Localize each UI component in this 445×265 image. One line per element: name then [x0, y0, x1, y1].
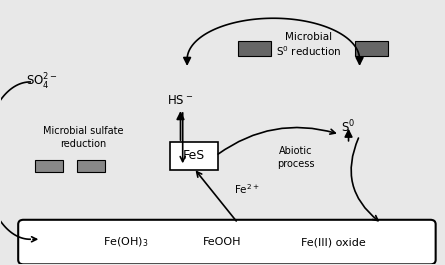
- Bar: [77, 160, 105, 172]
- Bar: [35, 160, 63, 172]
- Text: SO$_4^{2-}$: SO$_4^{2-}$: [26, 72, 57, 92]
- Text: HS$^-$: HS$^-$: [167, 94, 194, 107]
- Text: reduction: reduction: [60, 139, 106, 149]
- Text: Fe(OH)$_3$: Fe(OH)$_3$: [102, 236, 148, 249]
- Text: FeS: FeS: [182, 149, 205, 162]
- Text: Microbial sulfate: Microbial sulfate: [43, 126, 123, 136]
- Text: S$^0$: S$^0$: [341, 118, 356, 135]
- Bar: [238, 41, 271, 56]
- FancyBboxPatch shape: [170, 142, 218, 170]
- Text: Fe$^{2+}$: Fe$^{2+}$: [234, 182, 260, 196]
- Text: Fe(III) oxide: Fe(III) oxide: [301, 237, 365, 247]
- Text: process: process: [277, 159, 314, 169]
- Text: Abiotic: Abiotic: [279, 146, 312, 156]
- Text: Microbial: Microbial: [285, 32, 332, 42]
- FancyBboxPatch shape: [18, 220, 436, 264]
- Text: S$^0$ reduction: S$^0$ reduction: [276, 44, 341, 58]
- Text: FeOOH: FeOOH: [203, 237, 242, 247]
- Bar: [355, 41, 388, 56]
